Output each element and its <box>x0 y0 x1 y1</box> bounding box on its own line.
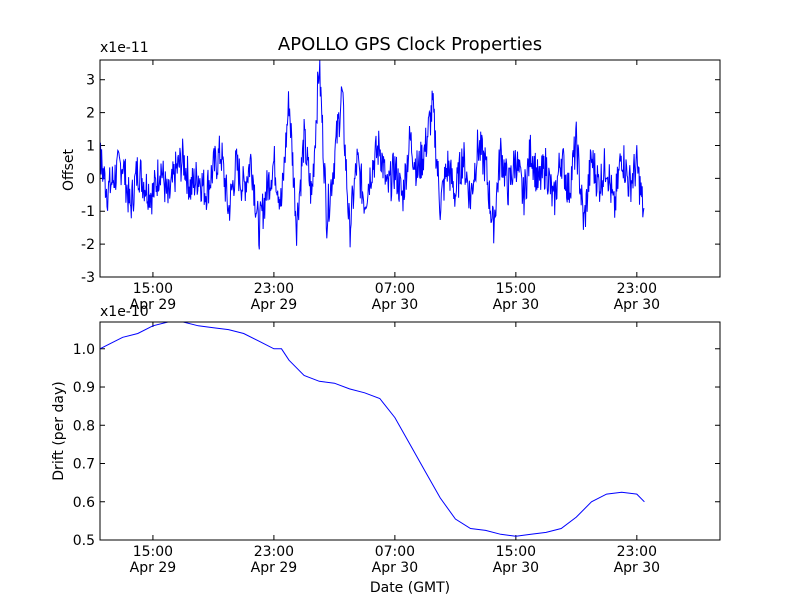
x-tick-time-label: 23:00 <box>617 281 657 297</box>
offset-plot-frame <box>99 59 721 278</box>
x-tick-date-label: Apr 29 <box>130 560 176 576</box>
drift-axis-label: Drift (per day) <box>51 381 67 480</box>
offset-series-line <box>99 59 645 250</box>
y-tick-label: 1.0 <box>73 342 95 358</box>
y-tick-label: -1 <box>81 204 95 220</box>
x-tick-time-label: 23:00 <box>617 544 657 560</box>
offset-scale-label: x1e-11 <box>100 40 149 56</box>
x-tick-date-label: Apr 29 <box>251 297 297 313</box>
y-tick-label: 0.8 <box>73 418 95 434</box>
x-tick-time-label: 07:00 <box>375 544 415 560</box>
drift-scale-label: x1e-10 <box>100 304 149 320</box>
y-tick-label: 1 <box>86 138 95 154</box>
y-tick-label: 2 <box>86 106 95 122</box>
y-tick-label: 0.6 <box>73 495 95 511</box>
chart-title: APOLLO GPS Clock Properties <box>278 34 542 55</box>
x-tick-time-label: 23:00 <box>254 544 294 560</box>
x-tick-time-label: 15:00 <box>133 281 173 297</box>
x-tick-date-label: Apr 30 <box>614 297 660 313</box>
drift-plot-frame <box>99 321 721 541</box>
x-tick-time-label: 15:00 <box>496 544 536 560</box>
y-tick-label: 0.9 <box>73 380 95 396</box>
x-tick-date-label: Apr 30 <box>372 560 418 576</box>
x-tick-date-label: Apr 29 <box>251 560 297 576</box>
x-tick-date-label: Apr 29 <box>130 297 176 313</box>
x-tick-date-label: Apr 30 <box>493 560 539 576</box>
y-tick-label: 0 <box>86 171 95 187</box>
x-axis-label: Date (GMT) <box>370 580 450 596</box>
x-tick-date-label: Apr 30 <box>493 297 539 313</box>
x-tick-time-label: 15:00 <box>133 544 173 560</box>
x-tick-time-label: 07:00 <box>375 281 415 297</box>
y-tick-label: 3 <box>86 73 95 89</box>
y-tick-label: -3 <box>81 270 95 286</box>
x-tick-date-label: Apr 30 <box>614 560 660 576</box>
offset-axis-label: Offset <box>61 148 77 191</box>
y-tick-label: 0.5 <box>73 533 95 549</box>
x-tick-time-label: 23:00 <box>254 281 294 297</box>
x-tick-date-label: Apr 30 <box>372 297 418 313</box>
y-tick-label: -2 <box>81 237 95 253</box>
x-tick-time-label: 15:00 <box>496 281 536 297</box>
y-tick-label: 0.7 <box>73 457 95 473</box>
drift-panel: x1e-10 Drift (per day) 0.5 0.6 0.7 0.8 0.9 1.… <box>51 304 721 576</box>
drift-series-line <box>99 321 645 537</box>
